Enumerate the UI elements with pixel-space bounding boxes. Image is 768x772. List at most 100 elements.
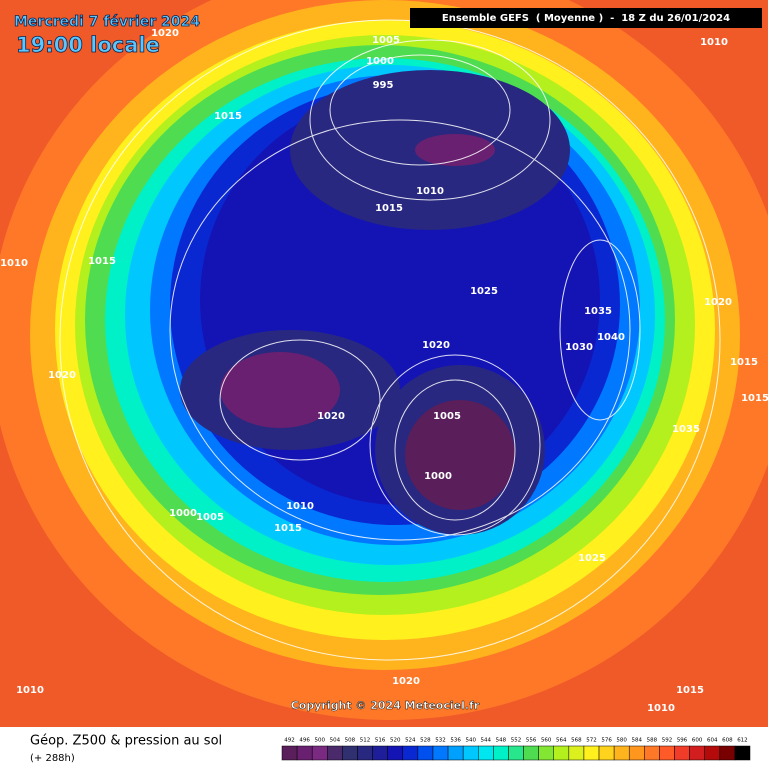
isobar: [329, 54, 511, 166]
scale-label: 568: [571, 738, 582, 744]
isobar: [369, 354, 541, 536]
footer-lead: (+ 288h): [30, 753, 75, 764]
scale-label: 572: [586, 738, 597, 744]
isobar-label: 1020: [151, 28, 179, 39]
copyright: Copyright © 2024 Meteociel.fr: [291, 699, 480, 712]
isobar-label: 1005: [433, 411, 461, 422]
date: Mercredi 7 février 2024: [14, 14, 200, 30]
scale-swatch: [598, 745, 615, 761]
isobar-label: 1005: [372, 35, 400, 46]
isobar: [559, 239, 641, 421]
scale-swatch: [327, 745, 343, 761]
scale-label: 548: [496, 738, 507, 744]
scale-swatch: [342, 745, 358, 761]
isobar: [219, 339, 381, 461]
isobar: [309, 39, 551, 201]
scale-label: 560: [541, 738, 552, 744]
scale-swatch: [628, 745, 645, 761]
isobar-label: 1005: [196, 512, 224, 523]
scale-label: 536: [450, 738, 461, 744]
scale-swatch: [357, 745, 373, 761]
scale-swatch: [719, 745, 736, 761]
scale-label: 520: [390, 738, 401, 744]
scale-label: 496: [299, 738, 310, 744]
scale-label: 552: [511, 738, 522, 744]
isobar-label: 1020: [48, 370, 76, 381]
isobar-label: 1040: [597, 332, 625, 343]
scale-label: 516: [375, 738, 386, 744]
scale-swatch: [674, 745, 690, 761]
isobar-label: 1010: [647, 703, 675, 714]
isobar-label: 1015: [676, 685, 704, 696]
scale-swatch: [568, 745, 585, 761]
scale-label: 576: [601, 738, 612, 744]
field-band: [220, 352, 340, 428]
scale-label: 584: [632, 738, 643, 744]
scale-swatch: [432, 745, 449, 761]
field-band: [405, 400, 515, 510]
scale-label: 612: [737, 738, 748, 744]
scale-label: 528: [420, 738, 431, 744]
scale-swatch: [478, 745, 494, 761]
scale-swatch: [734, 745, 751, 761]
scale-swatch: [553, 745, 570, 761]
scale-label: 524: [405, 738, 416, 744]
scale-label: 604: [707, 738, 718, 744]
isobar-label: 1010: [416, 186, 444, 197]
scale-swatch: [583, 745, 600, 761]
isobar: [169, 119, 631, 541]
isobar-label: 1020: [422, 340, 450, 351]
isobar-label: 1025: [578, 553, 606, 564]
scale-label: 532: [435, 738, 446, 744]
isobar: [59, 19, 721, 661]
scale-swatch: [508, 745, 524, 761]
isobar-label: 1020: [317, 411, 345, 422]
isobar-label: 1015: [274, 523, 302, 534]
isobars: [59, 19, 721, 661]
scale-swatch: [372, 745, 388, 761]
isobar-label: 1035: [672, 424, 700, 435]
scale-label: 608: [722, 738, 733, 744]
isobar-label: 1020: [392, 676, 420, 687]
scale-swatch: [417, 745, 434, 761]
scale-swatch: [281, 745, 298, 761]
run-info: Ensemble GEFS ( Moyenne ) - 18 Z du 26/0…: [442, 13, 730, 24]
scale-swatch: [493, 745, 509, 761]
scale-label: 512: [360, 738, 371, 744]
scale-label: 504: [330, 738, 341, 744]
isobar-label: 1020: [704, 297, 732, 308]
scale-label: 544: [481, 738, 492, 744]
field: [0, 0, 768, 727]
isobar-label: 995: [373, 80, 394, 91]
scale-swatch: [402, 745, 419, 761]
scale-swatch: [644, 745, 660, 761]
scale-label: 580: [616, 738, 627, 744]
scale-label: 500: [314, 738, 325, 744]
isobar-label: 1015: [214, 111, 242, 122]
scale-swatch: [462, 745, 479, 761]
scale-swatch: [447, 745, 464, 761]
scale-swatch: [538, 745, 554, 761]
isobar-label: 1015: [88, 256, 116, 267]
isobar-label: 1000: [169, 508, 197, 519]
isobar-label: 1015: [375, 203, 403, 214]
isobar-label: 1015: [730, 357, 758, 368]
scale-label: 600: [692, 738, 703, 744]
isobar-label: 1025: [470, 286, 498, 297]
color-scale: 492 496 500 504 508 512 516 520 524 528 532 536 540 5…: [281, 738, 751, 761]
scale-swatch: [689, 745, 705, 761]
scale-swatch: [613, 745, 630, 761]
isobar-label: 1010: [0, 258, 28, 269]
isobar-label: 1010: [286, 501, 314, 512]
time: 19:00 locale: [16, 33, 160, 57]
scale-swatch: [311, 745, 328, 761]
isobar-label: 1035: [584, 306, 612, 317]
run-box: [410, 8, 762, 28]
scale-swatch: [387, 745, 404, 761]
isobar: [394, 379, 516, 521]
scale-label: 588: [647, 738, 658, 744]
scale-label: 556: [526, 738, 537, 744]
scale-swatch: [296, 745, 313, 761]
